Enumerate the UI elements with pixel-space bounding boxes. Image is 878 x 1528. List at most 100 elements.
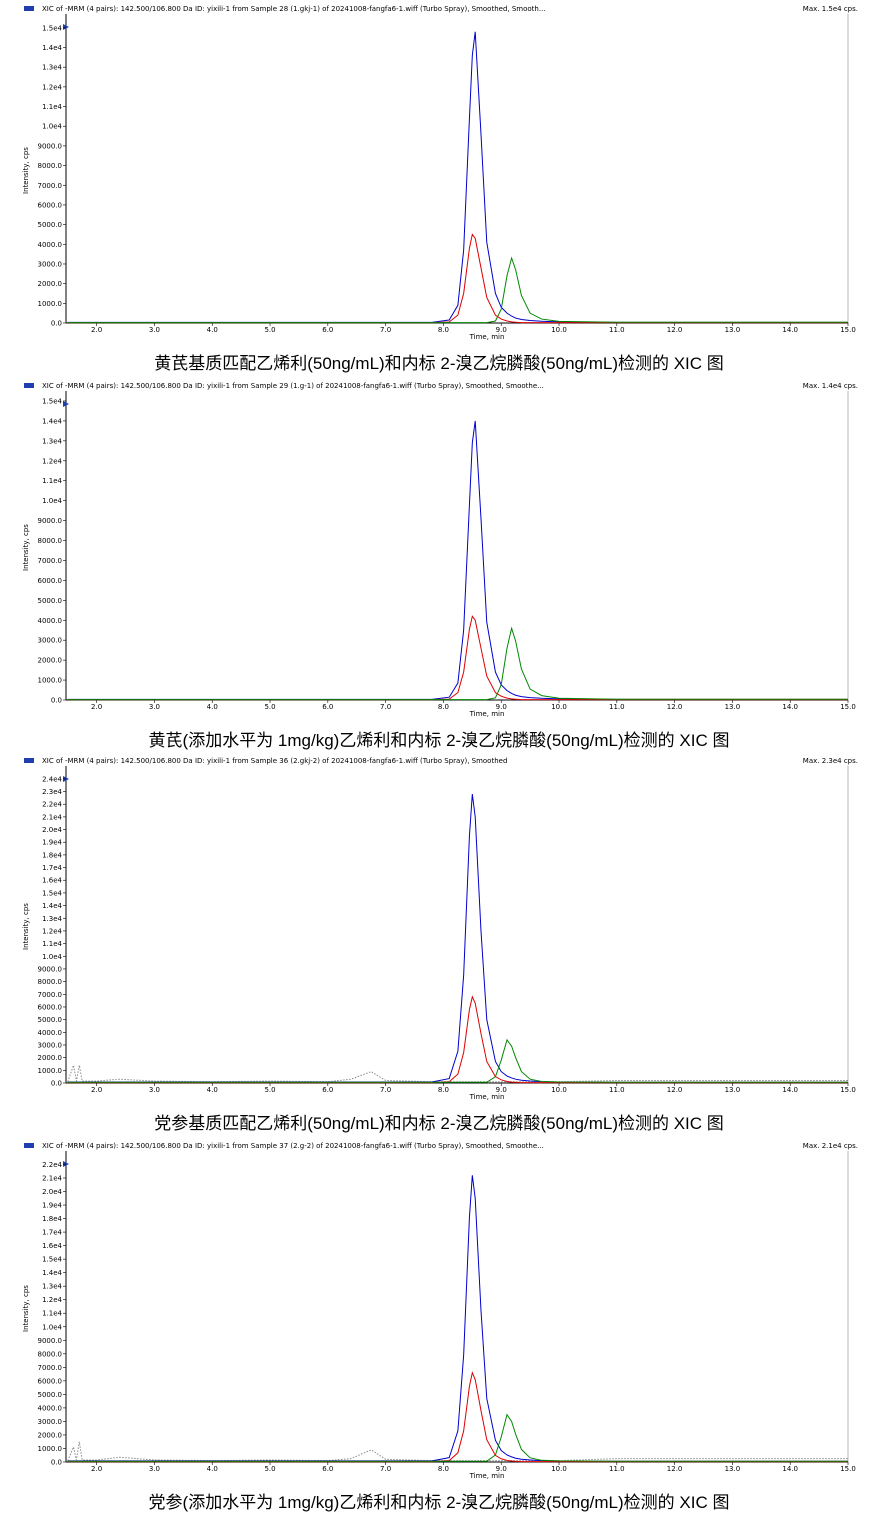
x-tick-label: 10.0 bbox=[551, 1086, 567, 1094]
x-tick-label: 7.0 bbox=[380, 1465, 391, 1473]
y-tick-label: 2.1e4 bbox=[42, 1174, 62, 1182]
y-tick-label: 1.8e4 bbox=[42, 851, 62, 859]
trace-line bbox=[67, 1371, 848, 1463]
y-axis-label: Intensity, cps bbox=[22, 1285, 30, 1332]
y-tick-label: 4000.0 bbox=[38, 1029, 63, 1037]
y-tick-label: 8000.0 bbox=[38, 537, 63, 545]
y-axis-label: Intensity, cps bbox=[22, 903, 30, 950]
header-icon bbox=[24, 758, 34, 763]
header-text: XIC of -MRM (4 pairs): 142.500/106.800 D… bbox=[42, 757, 507, 765]
x-tick-label: 7.0 bbox=[380, 326, 391, 334]
y-tick-label: 1.2e4 bbox=[42, 927, 62, 935]
trace-line bbox=[67, 31, 848, 323]
y-axis-label: Intensity, cps bbox=[22, 524, 30, 571]
x-tick-label: 3.0 bbox=[149, 1086, 160, 1094]
y-tick-label: 1.2e4 bbox=[42, 457, 62, 465]
x-tick-label: 2.0 bbox=[91, 1086, 102, 1094]
y-tick-label: 9000.0 bbox=[38, 965, 63, 973]
y-tick-label: 1.7e4 bbox=[42, 1229, 62, 1237]
x-tick-label: 15.0 bbox=[840, 1086, 856, 1094]
max-label: Max. 2.3e4 cps. bbox=[803, 757, 858, 765]
x-tick-label: 4.0 bbox=[207, 1086, 218, 1094]
figure-caption: 党参(添加水平为 1mg/kg)乙烯利和内标 2-溴乙烷膦酸(50ng/mL)检… bbox=[149, 1493, 730, 1512]
y-tick-label: 7000.0 bbox=[38, 557, 63, 565]
y-tick-label: 1.2e4 bbox=[42, 1296, 62, 1304]
x-tick-label: 14.0 bbox=[782, 703, 798, 711]
x-tick-label: 11.0 bbox=[609, 1465, 625, 1473]
y-tick-label: 5000.0 bbox=[38, 1016, 63, 1024]
y-tick-label: 2.0e4 bbox=[42, 826, 62, 834]
y-tick-label: 1.9e4 bbox=[42, 1202, 62, 1210]
x-tick-label: 8.0 bbox=[438, 1465, 449, 1473]
x-axis-label: Time, min bbox=[469, 1093, 505, 1101]
y-tick-label: 1.4e4 bbox=[42, 44, 62, 52]
y-tick-label: 1.0e4 bbox=[42, 953, 62, 961]
y-tick-label: 1.3e4 bbox=[42, 1283, 62, 1291]
y-tick-label: 1.4e4 bbox=[42, 902, 62, 910]
x-tick-label: 2.0 bbox=[91, 326, 102, 334]
y-tick-label: 4000.0 bbox=[38, 241, 63, 249]
max-marker bbox=[63, 401, 69, 407]
x-tick-label: 15.0 bbox=[840, 703, 856, 711]
trace-line bbox=[67, 794, 848, 1083]
trace-line bbox=[67, 256, 848, 324]
figure-caption: 党参基质匹配乙烯利(50ng/mL)和内标 2-溴乙烷膦酸(50ng/mL)检测… bbox=[154, 1114, 724, 1133]
header-text: XIC of -MRM (4 pairs): 142.500/106.800 D… bbox=[42, 382, 544, 390]
header-text: XIC of -MRM (4 pairs): 142.500/106.800 D… bbox=[42, 5, 546, 13]
y-tick-label: 0.0 bbox=[51, 320, 62, 328]
x-tick-label: 9.0 bbox=[496, 703, 507, 711]
y-tick-label: 3000.0 bbox=[38, 1041, 63, 1049]
x-tick-label: 6.0 bbox=[322, 703, 333, 711]
y-tick-label: 3000.0 bbox=[38, 260, 63, 268]
x-tick-label: 6.0 bbox=[322, 326, 333, 334]
y-tick-label: 1.6e4 bbox=[42, 877, 62, 885]
y-tick-label: 1000.0 bbox=[38, 300, 63, 308]
max-marker bbox=[63, 1161, 69, 1167]
y-tick-label: 1.6e4 bbox=[42, 1242, 62, 1250]
y-tick-label: 0.0 bbox=[51, 697, 62, 705]
y-tick-label: 8000.0 bbox=[38, 162, 63, 170]
y-tick-label: 1.0e4 bbox=[42, 123, 62, 131]
y-tick-label: 7000.0 bbox=[38, 991, 63, 999]
y-tick-label: 2000.0 bbox=[38, 1054, 63, 1062]
x-tick-label: 2.0 bbox=[91, 1465, 102, 1473]
x-axis-label: Time, min bbox=[469, 1472, 505, 1480]
max-label: Max. 1.5e4 cps. bbox=[803, 5, 858, 13]
x-tick-label: 10.0 bbox=[551, 703, 567, 711]
x-tick-label: 12.0 bbox=[667, 1086, 683, 1094]
x-tick-label: 10.0 bbox=[551, 326, 567, 334]
max-label: Max. 1.4e4 cps. bbox=[803, 382, 858, 390]
y-tick-label: 1.0e4 bbox=[42, 497, 62, 505]
y-tick-label: 3000.0 bbox=[38, 1418, 63, 1426]
y-axis-label: Intensity, cps bbox=[22, 147, 30, 194]
header-icon bbox=[24, 1143, 34, 1148]
x-tick-label: 5.0 bbox=[264, 703, 275, 711]
x-tick-label: 9.0 bbox=[496, 1086, 507, 1094]
y-tick-label: 1.3e4 bbox=[42, 64, 62, 72]
x-tick-label: 3.0 bbox=[149, 1465, 160, 1473]
trace-line bbox=[67, 626, 848, 701]
x-tick-label: 3.0 bbox=[149, 326, 160, 334]
y-tick-label: 0.0 bbox=[51, 1080, 62, 1088]
y-tick-label: 1000.0 bbox=[38, 677, 63, 685]
y-tick-label: 4000.0 bbox=[38, 1404, 63, 1412]
y-tick-label: 5000.0 bbox=[38, 1391, 63, 1399]
figure-caption: 黄芪基质匹配乙烯利(50ng/mL)和内标 2-溴乙烷膦酸(50ng/mL)检测… bbox=[154, 354, 724, 373]
trace-line bbox=[67, 1038, 848, 1083]
x-tick-label: 8.0 bbox=[438, 703, 449, 711]
x-tick-label: 5.0 bbox=[264, 1465, 275, 1473]
header-icon bbox=[24, 6, 34, 11]
y-tick-label: 1.3e4 bbox=[42, 915, 62, 923]
y-tick-label: 2000.0 bbox=[38, 280, 63, 288]
trace-line bbox=[67, 420, 848, 700]
trace-line bbox=[67, 615, 848, 701]
y-tick-label: 1000.0 bbox=[38, 1445, 63, 1453]
x-tick-label: 15.0 bbox=[840, 326, 856, 334]
x-tick-label: 14.0 bbox=[782, 1086, 798, 1094]
y-tick-label: 1.5e4 bbox=[42, 24, 62, 32]
y-tick-label: 1.3e4 bbox=[42, 437, 62, 445]
x-tick-label: 6.0 bbox=[322, 1465, 333, 1473]
y-tick-label: 2.2e4 bbox=[42, 1161, 62, 1169]
